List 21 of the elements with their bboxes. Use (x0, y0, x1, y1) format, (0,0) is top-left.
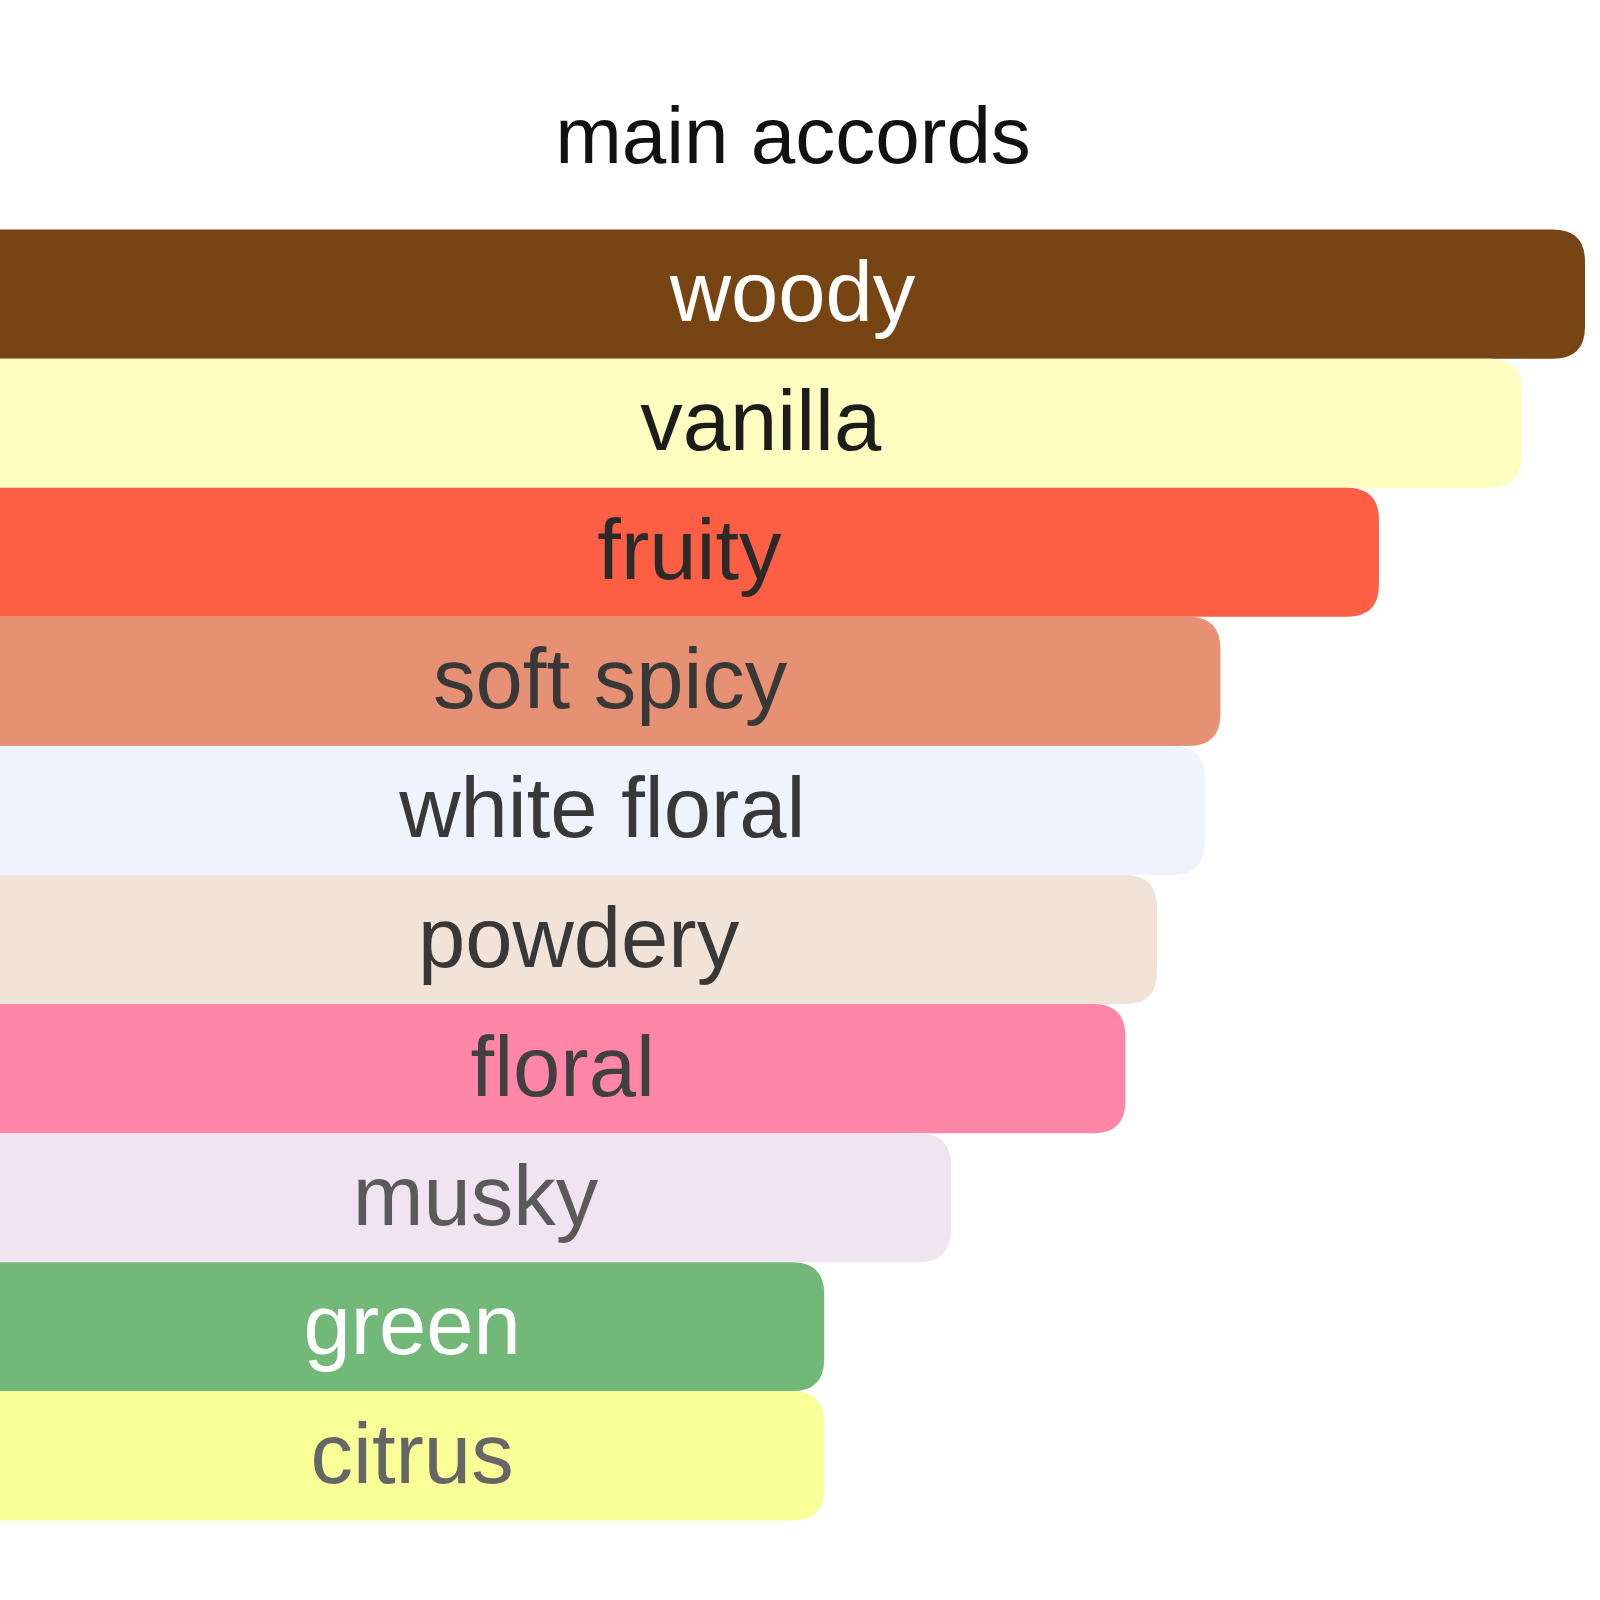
bar (0, 358, 1522, 488)
bar (0, 745, 1205, 875)
y-tick-label: soft spicy (433, 631, 788, 727)
chart-title: main accords (555, 91, 1031, 180)
y-tick-label: woody (668, 244, 916, 340)
y-tick-label: floral (470, 1018, 655, 1114)
bar (0, 1004, 1126, 1134)
y-tick-label: fruity (597, 502, 783, 598)
y-tick-label: vanilla (640, 373, 883, 469)
bar (0, 487, 1379, 617)
bar (0, 616, 1221, 746)
bar (0, 229, 1585, 359)
bar (0, 1391, 825, 1521)
y-tick-label: green (303, 1276, 521, 1372)
bar (0, 1262, 825, 1392)
bar (0, 875, 1158, 1005)
y-tick-label: citrus (310, 1405, 514, 1501)
bar (0, 1133, 951, 1263)
y-tick-label: powdery (417, 889, 740, 985)
y-tick-label: musky (352, 1147, 599, 1243)
y-tick-label: white floral (398, 760, 806, 856)
